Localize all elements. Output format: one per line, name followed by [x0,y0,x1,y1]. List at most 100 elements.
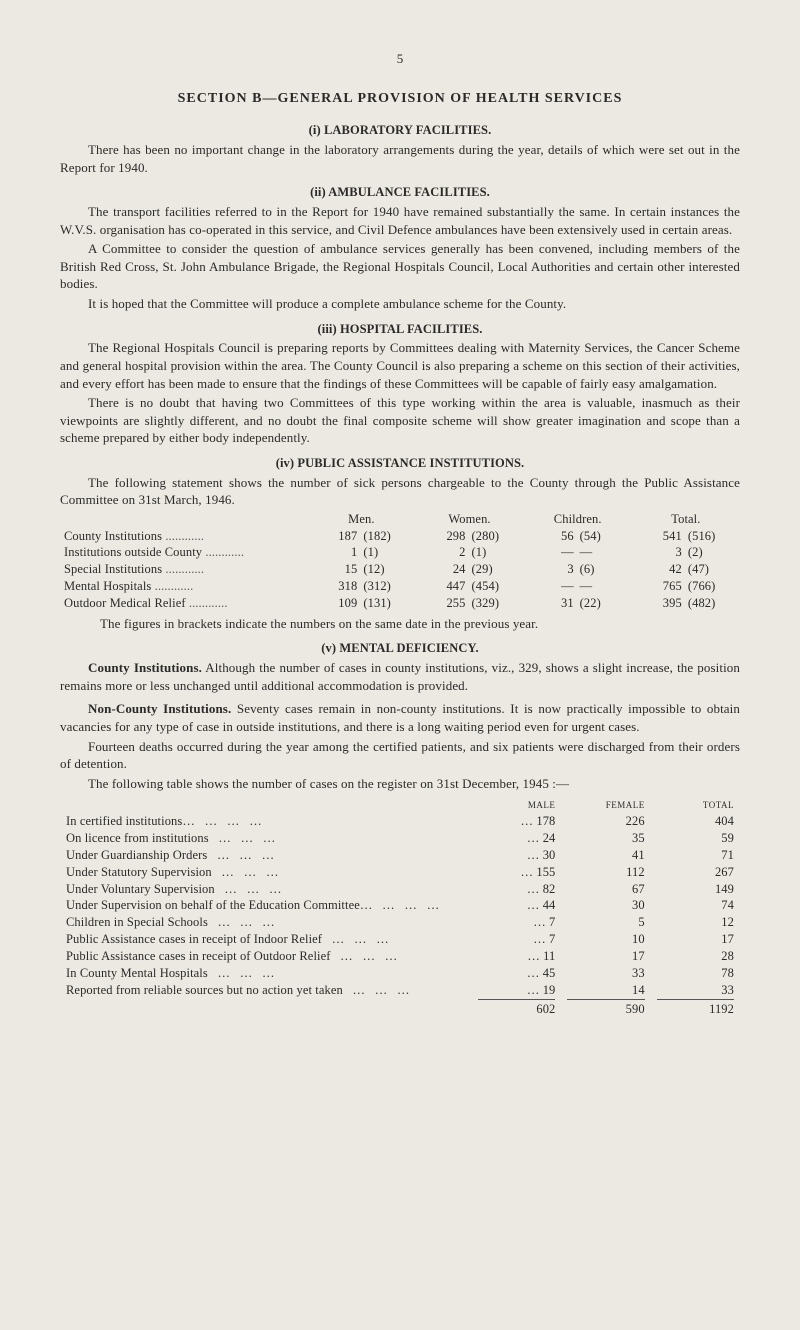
reg-total: 78 [651,965,740,982]
pai-row: Institutions outside County ............… [60,544,740,561]
reg-row: In certified institutions… … … …… 178226… [60,813,740,830]
hosp-p1: The Regional Hospitals Council is prepar… [60,339,740,392]
pai-men: 187 [307,528,361,545]
reg-male: … 19 [472,982,561,999]
reg-male: … 44 [472,897,561,914]
reg-row: On licence from institutions … … …… 2435… [60,830,740,847]
reg-desc: Under Supervision on behalf of the Educa… [60,897,472,914]
reg-male: … 11 [472,948,561,965]
lab-heading: (i) LABORATORY FACILITIES. [60,122,740,139]
pai-total-prev: (47) [686,561,740,578]
reg-total: 74 [651,897,740,914]
pai-women: 24 [415,561,469,578]
reg-total: 12 [651,914,740,931]
reg-desc: Children in Special Schools … … … [60,914,472,931]
reg-female: 33 [561,965,650,982]
md-heading: (v) MENTAL DEFICIENCY. [60,640,740,657]
md-county-label: County Institutions. [88,660,202,675]
pai-total-prev: (482) [686,595,740,612]
pai-total: 42 [632,561,686,578]
reg-total-row: 6025901192 [60,1001,740,1018]
reg-desc: Public Assistance cases in receipt of In… [60,931,472,948]
pai-women-prev: (329) [470,595,524,612]
pai-p1: The following statement shows the number… [60,474,740,509]
reg-total: 267 [651,864,740,881]
md-p4: The following table shows the number of … [60,775,740,793]
reg-row: In County Mental Hospitals … … …… 453378 [60,965,740,982]
reg-total-total: 1192 [651,1001,740,1018]
pai-row: Mental Hospitals ............318(312)447… [60,578,740,595]
reg-female: 112 [561,864,650,881]
pai-row-label: Institutions outside County [64,545,202,559]
reg-h-male: male [472,796,561,813]
pai-total: 3 [632,544,686,561]
pai-men: 1 [307,544,361,561]
reg-female: 226 [561,813,650,830]
pai-children-prev: (6) [578,561,632,578]
pai-children-prev: — [578,578,632,595]
document-page: 5 SECTION B—GENERAL PROVISION OF HEALTH … [0,0,800,1330]
section-title: SECTION B—GENERAL PROVISION OF HEALTH SE… [60,90,740,109]
pai-children: — [524,544,578,561]
reg-male: … 30 [472,847,561,864]
pai-children-prev: (54) [578,528,632,545]
hosp-p2: There is no doubt that having two Commit… [60,394,740,447]
amb-p2: A Committee to consider the question of … [60,240,740,293]
pai-row: Special Institutions ............15(12)2… [60,561,740,578]
reg-female: 30 [561,897,650,914]
amb-p3: It is hoped that the Committee will prod… [60,295,740,313]
pai-row: County Institutions ............187(182)… [60,528,740,545]
pai-women: 447 [415,578,469,595]
pai-h-children: Children. [524,511,632,528]
pai-row-label: Outdoor Medical Relief [64,596,186,610]
reg-row: Under Supervision on behalf of the Educa… [60,897,740,914]
reg-row: Public Assistance cases in receipt of In… [60,931,740,948]
pai-men-prev: (12) [361,561,415,578]
pai-total: 395 [632,595,686,612]
reg-h-total: total [651,796,740,813]
pai-men-prev: (1) [361,544,415,561]
reg-header-row: male female total [60,796,740,813]
reg-desc: Reported from reliable sources but no ac… [60,982,472,999]
md-nonc-label: Non-County Institutions. [88,701,231,716]
pai-row-label: County Institutions [64,529,162,543]
pai-women-prev: (280) [470,528,524,545]
pai-row-label: Mental Hospitals [64,579,151,593]
reg-female: 10 [561,931,650,948]
register-table: male female total In certified instituti… [60,796,740,1017]
pai-men: 318 [307,578,361,595]
reg-desc: In certified institutions… … … … [60,813,472,830]
reg-row: Public Assistance cases in receipt of Ou… [60,948,740,965]
pai-row-label: Special Institutions [64,562,162,576]
pai-header-row: Men. Women. Children. Total. [60,511,740,528]
reg-female: 17 [561,948,650,965]
reg-male: … 24 [472,830,561,847]
reg-male: … 178 [472,813,561,830]
pai-total-prev: (766) [686,578,740,595]
pai-row: Outdoor Medical Relief ............109(1… [60,595,740,612]
pai-h-women: Women. [415,511,523,528]
reg-male: … 7 [472,931,561,948]
reg-desc: Under Guardianship Orders … … … [60,847,472,864]
reg-desc: On licence from institutions … … … [60,830,472,847]
reg-desc: Under Voluntary Supervision … … … [60,881,472,898]
pai-footnote: The figures in brackets indicate the num… [60,615,740,633]
reg-row: Reported from reliable sources but no ac… [60,982,740,999]
pai-men-prev: (312) [361,578,415,595]
reg-row: Under Statutory Supervision … … …… 15511… [60,864,740,881]
pai-women-prev: (1) [470,544,524,561]
pai-total-prev: (2) [686,544,740,561]
pai-children-prev: — [578,544,632,561]
reg-desc: Under Statutory Supervision … … … [60,864,472,881]
pai-men-prev: (182) [361,528,415,545]
pai-total: 765 [632,578,686,595]
pai-total-prev: (516) [686,528,740,545]
pai-heading: (iv) PUBLIC ASSISTANCE INSTITUTIONS. [60,455,740,472]
reg-male: … 45 [472,965,561,982]
reg-female: 5 [561,914,650,931]
pai-women: 298 [415,528,469,545]
reg-total-female: 590 [561,1001,650,1018]
page-number: 5 [60,50,740,68]
reg-total: 149 [651,881,740,898]
reg-row: Under Voluntary Supervision … … …… 82671… [60,881,740,898]
